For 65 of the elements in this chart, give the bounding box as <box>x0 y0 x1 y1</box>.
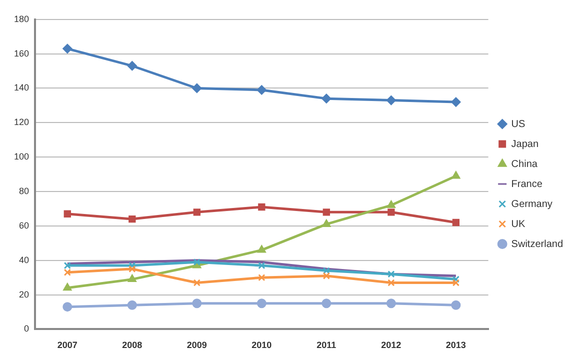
y-tick-label: 160 <box>14 48 30 58</box>
point <box>257 245 266 253</box>
point <box>388 270 395 278</box>
point <box>386 200 396 208</box>
y-tick-label: 100 <box>14 152 30 162</box>
legend-label: Germany <box>511 198 552 210</box>
legend-label: China <box>511 158 538 170</box>
y-tick-label: 0 <box>24 324 30 334</box>
point <box>64 262 71 270</box>
point <box>62 302 72 312</box>
point <box>192 298 202 308</box>
x-tick-label: 2013 <box>446 340 466 350</box>
point <box>193 258 200 266</box>
legend-label: Switzerland <box>511 238 564 250</box>
point <box>322 298 332 308</box>
point <box>451 300 461 310</box>
point <box>386 298 396 308</box>
legend-label: Japan <box>511 138 539 150</box>
point <box>258 203 266 211</box>
x-tick-label: 2009 <box>186 340 207 350</box>
point <box>452 171 460 179</box>
point <box>386 96 396 106</box>
point <box>388 279 395 286</box>
point <box>322 208 330 216</box>
y-tick-label: 140 <box>14 82 30 93</box>
point <box>128 215 136 223</box>
point <box>452 279 460 286</box>
point <box>193 279 200 286</box>
point <box>64 210 71 218</box>
point <box>451 97 461 107</box>
point <box>388 208 395 216</box>
point <box>193 208 200 216</box>
point <box>452 218 460 226</box>
point <box>452 276 460 283</box>
point <box>256 85 266 95</box>
legend-label: France <box>511 178 543 190</box>
point <box>322 94 332 104</box>
y-tick-label: 60 <box>19 220 30 230</box>
point <box>128 265 136 273</box>
y-tick-label: 20 <box>19 289 30 300</box>
point <box>322 272 330 280</box>
point <box>127 300 137 310</box>
point <box>256 298 266 308</box>
point <box>258 274 266 282</box>
point <box>62 44 72 54</box>
point <box>127 61 137 71</box>
point <box>322 267 330 274</box>
legend-label: UK <box>511 218 526 230</box>
point <box>258 262 266 270</box>
x-tick-label: 2010 <box>252 340 272 350</box>
point <box>128 274 136 282</box>
x-tick-label: 2011 <box>316 340 336 350</box>
y-tick-label: 120 <box>14 117 30 128</box>
point <box>63 283 72 291</box>
y-tick-label: 180 <box>14 14 30 24</box>
x-tick-label: 2008 <box>122 340 142 350</box>
point <box>128 262 136 270</box>
y-tick-label: 80 <box>19 186 30 196</box>
point <box>192 83 202 93</box>
point <box>322 219 331 227</box>
point <box>64 268 71 276</box>
y-tick-label: 40 <box>19 254 30 265</box>
x-tick-label: 2007 <box>57 340 78 350</box>
x-tick-label: 2012 <box>381 340 402 350</box>
legend-label: US <box>511 118 526 130</box>
